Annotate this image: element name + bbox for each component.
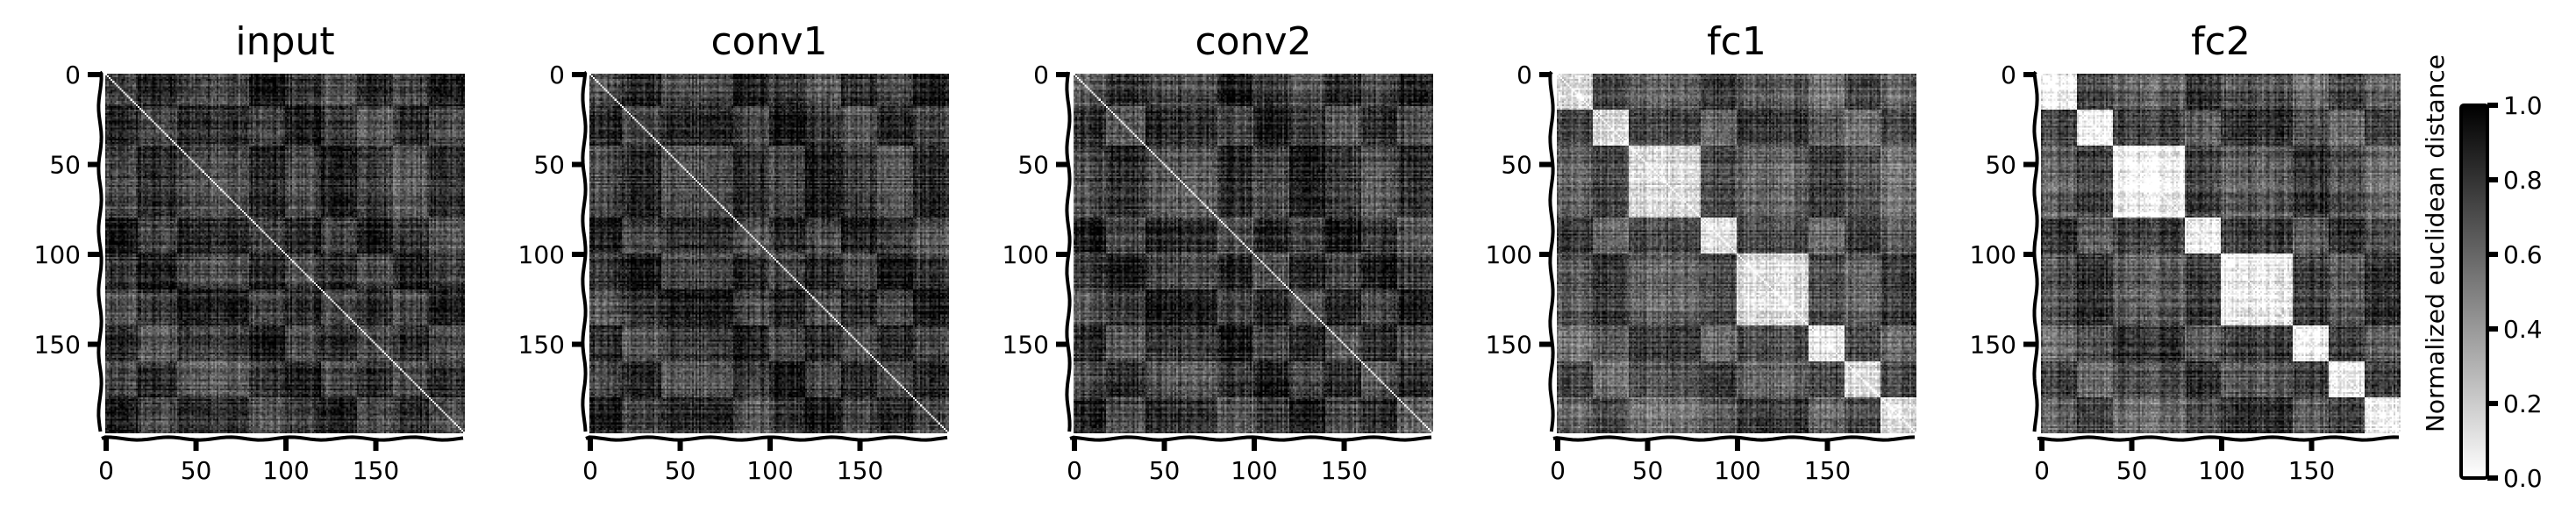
y-tick-label: 0 bbox=[65, 61, 81, 89]
heatmap-fc1 bbox=[1557, 74, 1916, 433]
x-tick-label: 150 bbox=[1804, 456, 1851, 485]
y-tick-label: 50 bbox=[1017, 151, 1049, 180]
panel-fc2: fc2 0 50 100 150 0 50 100 150 bbox=[1970, 19, 2401, 485]
y-axis-spine bbox=[1065, 71, 1072, 432]
y-tick-label: 150 bbox=[1003, 331, 1049, 360]
panel-title: fc2 bbox=[2191, 19, 2251, 64]
panel-title: fc1 bbox=[1707, 19, 1766, 64]
colorbar: 0.0 0.2 0.4 0.6 0.8 1.0 Normalized euclidean d… bbox=[2421, 54, 2543, 493]
y-tick-label: 100 bbox=[1486, 240, 1532, 269]
colorbar-gradient bbox=[2459, 104, 2489, 480]
colorbar-tick-label: 0.2 bbox=[2503, 389, 2543, 418]
colorbar-tick-label: 0.6 bbox=[2503, 240, 2543, 269]
panel-input: input 0 50 100 150 0 50 100 150 bbox=[34, 19, 465, 485]
y-tick-label: 0 bbox=[2001, 61, 2016, 89]
x-tick-label: 100 bbox=[1231, 456, 1277, 485]
x-tick-label: 0 bbox=[1067, 456, 1082, 485]
x-axis-spine bbox=[1552, 435, 1916, 442]
x-axis-spine bbox=[2037, 435, 2400, 442]
x-tick-label: 50 bbox=[2116, 456, 2148, 485]
colorbar-tick-label: 0.0 bbox=[2503, 464, 2543, 493]
y-tick-label: 150 bbox=[34, 331, 81, 360]
colorbar-tick-label: 0.8 bbox=[2503, 166, 2543, 195]
panel-conv1: conv1 0 50 100 150 0 50 100 150 bbox=[518, 19, 949, 485]
x-tick-label: 150 bbox=[353, 456, 399, 485]
heatmap-conv2 bbox=[1074, 74, 1433, 433]
x-tick-label: 50 bbox=[1632, 456, 1664, 485]
panel-title: conv2 bbox=[1195, 19, 1311, 64]
x-tick-label: 50 bbox=[665, 456, 696, 485]
x-tick-label: 0 bbox=[582, 456, 598, 485]
x-axis-spine bbox=[585, 435, 948, 442]
y-tick-label: 100 bbox=[518, 240, 565, 269]
y-tick-label: 50 bbox=[49, 151, 81, 180]
heatmap-conv1 bbox=[589, 74, 949, 433]
x-tick-label: 150 bbox=[2288, 456, 2335, 485]
y-tick-label: 0 bbox=[1033, 61, 1049, 89]
x-axis-spine bbox=[101, 435, 464, 442]
x-tick-label: 0 bbox=[1550, 456, 1566, 485]
panel-fc1: fc1 0 50 100 150 0 50 100 150 bbox=[1486, 19, 1916, 485]
y-tick-label: 50 bbox=[1985, 151, 2016, 180]
colorbar-label: Normalized euclidean distance bbox=[2421, 54, 2450, 432]
y-tick-label: 0 bbox=[1516, 61, 1532, 89]
x-tick-label: 0 bbox=[98, 456, 114, 485]
panel-conv2: conv2 0 50 100 150 0 50 100 150 bbox=[1003, 19, 1433, 485]
y-axis-spine bbox=[1548, 70, 1555, 432]
x-tick-label: 150 bbox=[1321, 456, 1367, 485]
x-tick-label: 50 bbox=[1149, 456, 1181, 485]
heatmap-input bbox=[105, 74, 465, 433]
y-axis-spine bbox=[96, 70, 103, 432]
y-tick-label: 100 bbox=[1970, 240, 2016, 269]
x-tick-label: 150 bbox=[837, 456, 883, 485]
panel-title: conv1 bbox=[710, 19, 827, 64]
y-tick-label: 150 bbox=[1970, 331, 2016, 360]
x-tick-label: 100 bbox=[2198, 456, 2244, 485]
heatmap-fc2 bbox=[2041, 74, 2401, 433]
panel-title: input bbox=[235, 19, 334, 64]
y-tick-label: 150 bbox=[1486, 331, 1532, 360]
y-tick-label: 50 bbox=[533, 151, 565, 180]
x-tick-label: 100 bbox=[1714, 456, 1760, 485]
colorbar-tick-label: 0.4 bbox=[2503, 315, 2543, 344]
x-axis-spine bbox=[1069, 435, 1432, 442]
x-tick-label: 100 bbox=[262, 456, 309, 485]
y-tick-label: 100 bbox=[34, 240, 81, 269]
x-tick-label: 0 bbox=[2034, 456, 2050, 485]
y-tick-label: 50 bbox=[1501, 151, 1532, 180]
x-tick-label: 50 bbox=[181, 456, 212, 485]
x-tick-label: 100 bbox=[746, 456, 793, 485]
y-axis-spine bbox=[581, 70, 588, 432]
colorbar-tick-label: 1.0 bbox=[2503, 91, 2543, 120]
y-tick-label: 100 bbox=[1003, 240, 1049, 269]
y-axis-spine bbox=[2032, 70, 2039, 432]
y-tick-label: 0 bbox=[549, 61, 565, 89]
y-tick-label: 150 bbox=[518, 331, 565, 360]
